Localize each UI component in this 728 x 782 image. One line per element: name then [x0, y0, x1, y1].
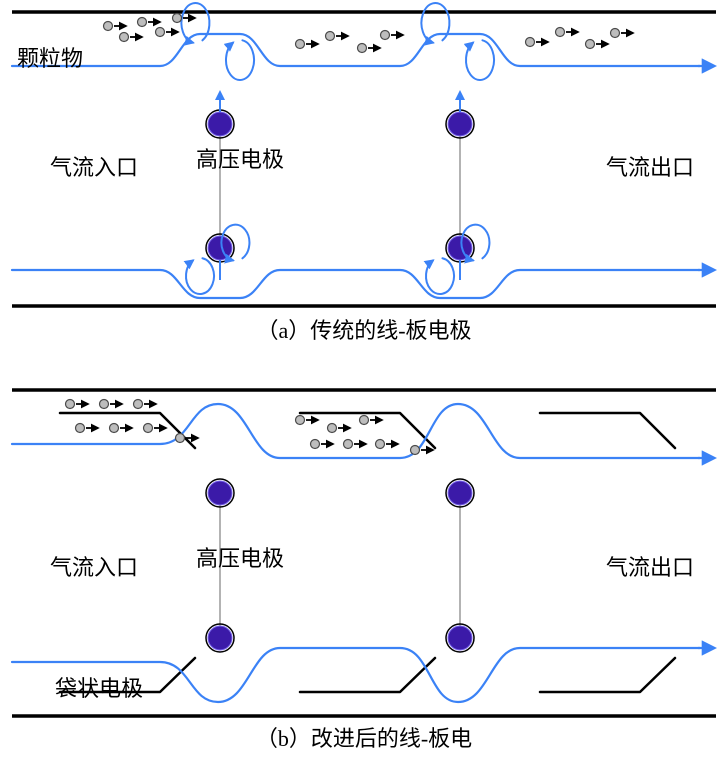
svg-text:高压电极: 高压电极 — [196, 546, 284, 571]
svg-text:袋状电极: 袋状电极 — [55, 676, 143, 701]
svg-text:气流出口: 气流出口 — [606, 555, 694, 580]
svg-text:气流入口: 气流入口 — [50, 155, 138, 180]
diagram-a: 颗粒物气流入口 高压电极 气流出口 （a）传统的线-板电极 — [12, 3, 716, 343]
svg-text:气流入口: 气流入口 — [50, 555, 138, 580]
diagram-svg: 颗粒物气流入口高压电极气流出口（a）传统的线-板电极气流入口高压电极气流出口袋状… — [0, 0, 728, 777]
diagram-b: 气流入口 高压电极 气流出口袋状电极 （b）改进后的线-板电 — [12, 390, 716, 751]
svg-text:气流出口: 气流出口 — [606, 155, 694, 180]
svg-text:（b）改进后的线-板电: （b）改进后的线-板电 — [256, 726, 472, 751]
svg-text:颗粒物: 颗粒物 — [17, 46, 83, 71]
svg-text:（a）传统的线-板电极: （a）传统的线-板电极 — [256, 318, 471, 343]
svg-text:高压电极: 高压电极 — [196, 147, 284, 172]
